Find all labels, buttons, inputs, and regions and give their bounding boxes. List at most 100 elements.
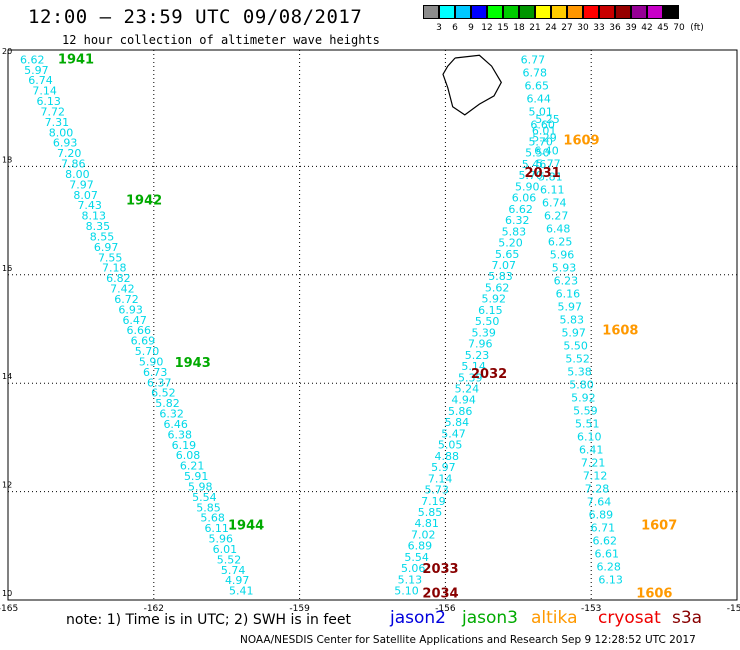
wave-height-value: 6.82 bbox=[106, 272, 131, 285]
pass-time-label: 2032 bbox=[471, 367, 507, 382]
wave-height-value: 5.25 bbox=[535, 113, 560, 126]
color-scale-swatch bbox=[615, 5, 631, 19]
color-scale-label: 6 bbox=[452, 23, 458, 33]
wave-height-value: 7.07 bbox=[492, 259, 517, 272]
wave-height-value: 5.24 bbox=[455, 383, 480, 396]
wave-height-value: 6.66 bbox=[127, 324, 152, 337]
color-scale-label: 36 bbox=[609, 23, 621, 33]
wave-height-value: 4.97 bbox=[225, 574, 250, 587]
wave-height-value: 6.78 bbox=[523, 66, 548, 79]
pass-time-label: 1607 bbox=[641, 519, 677, 534]
color-scale-swatch bbox=[503, 5, 519, 19]
wave-height-value: 5.50 bbox=[525, 147, 550, 160]
satellite-legend-cryosat: cryosat bbox=[598, 608, 661, 628]
color-scale-label: (ft) bbox=[690, 23, 704, 33]
wave-height-value: 5.93 bbox=[552, 262, 577, 275]
wave-height-value: 5.52 bbox=[565, 353, 590, 366]
wave-height-value: 6.93 bbox=[53, 137, 78, 150]
color-scale-label: 42 bbox=[641, 23, 653, 33]
wave-height-value: 5.82 bbox=[155, 397, 180, 410]
wave-height-value: 8.00 bbox=[49, 126, 74, 139]
map-frame bbox=[7, 49, 738, 601]
color-scale-swatch bbox=[455, 5, 471, 19]
satellite-legend-altika: altika bbox=[531, 608, 578, 628]
wave-height-value: 8.00 bbox=[65, 168, 90, 181]
pass-time-label: 1943 bbox=[175, 356, 211, 371]
wave-height-value: 5.06 bbox=[401, 562, 426, 575]
wave-height-value: 5.81 bbox=[538, 171, 563, 184]
wave-height-value: 6.69 bbox=[131, 335, 156, 348]
color-scale-swatch bbox=[471, 5, 487, 19]
wave-height-value: 4.81 bbox=[414, 517, 439, 530]
wave-height-value: 6.01 bbox=[213, 543, 238, 556]
wave-height-value: 5.74 bbox=[221, 564, 246, 577]
wave-height-value: 6.25 bbox=[548, 236, 573, 249]
wave-height-value: 5.14 bbox=[461, 360, 486, 373]
color-scale-label: 3 bbox=[436, 23, 442, 33]
wave-height-value: 6.60 bbox=[530, 119, 555, 132]
wave-height-value: 5.50 bbox=[563, 340, 588, 353]
wave-height-value: 7.12 bbox=[583, 470, 608, 483]
wave-height-value: 6.37 bbox=[147, 376, 172, 389]
color-scale-label: 39 bbox=[625, 23, 637, 33]
color-scale-label: 27 bbox=[561, 23, 573, 33]
wave-height-value: 7.18 bbox=[102, 262, 127, 275]
color-scale-swatch bbox=[519, 5, 535, 19]
wave-height-value: 8.13 bbox=[82, 210, 107, 223]
y-tick-label: 16 bbox=[2, 264, 12, 273]
wave-height-value: 7.55 bbox=[98, 251, 123, 264]
wave-height-value: 5.39 bbox=[458, 371, 483, 384]
wave-height-value: 7.28 bbox=[585, 483, 610, 496]
wave-height-value: 5.10 bbox=[394, 585, 419, 598]
color-scale-swatch bbox=[439, 5, 455, 19]
wave-height-value: 6.97 bbox=[94, 241, 119, 254]
wave-height-value: 6.61 bbox=[595, 548, 620, 561]
color-scale-swatch bbox=[583, 5, 599, 19]
color-scale-label: 15 bbox=[497, 23, 509, 33]
wave-height-value: 5.05 bbox=[438, 439, 463, 452]
pass-time-label: 2033 bbox=[422, 562, 458, 577]
wave-height-value: 5.50 bbox=[475, 315, 500, 328]
wave-height-value: 5.54 bbox=[404, 551, 429, 564]
wave-height-value: 6.62 bbox=[593, 535, 618, 548]
color-scale-label: 9 bbox=[468, 23, 474, 33]
wave-height-value: 5.77 bbox=[536, 158, 561, 171]
x-tick-label: -165 bbox=[0, 604, 18, 614]
pass-time-label: 1944 bbox=[228, 519, 264, 534]
wave-height-value: 6.01 bbox=[532, 124, 557, 137]
wave-height-value: 6.38 bbox=[168, 428, 193, 441]
wave-height-value: 5.38 bbox=[567, 366, 592, 379]
wave-height-value: 6.74 bbox=[542, 197, 567, 210]
wave-height-value: 5.62 bbox=[485, 281, 510, 294]
color-scale-swatch bbox=[423, 5, 439, 19]
wave-height-value: 6.71 bbox=[591, 522, 616, 535]
wave-height-value: 5.83 bbox=[560, 314, 585, 327]
pass-time-label: 1609 bbox=[563, 134, 599, 149]
wave-height-value: 5.83 bbox=[488, 270, 513, 283]
color-scale-label: 24 bbox=[545, 23, 557, 33]
wave-height-value: 7.97 bbox=[69, 178, 94, 191]
wave-height-value: 6.21 bbox=[180, 460, 205, 473]
wave-height-value: 5.41 bbox=[229, 585, 254, 598]
y-tick-label: 10 bbox=[2, 589, 12, 598]
wave-height-value: 7.96 bbox=[468, 338, 493, 351]
wave-height-value: 8.07 bbox=[73, 189, 98, 202]
wave-height-value: 6.11 bbox=[204, 522, 229, 535]
wave-height-value: 5.90 bbox=[515, 180, 540, 193]
wave-height-value: 5.01 bbox=[528, 106, 553, 119]
wave-height-value: 5.97 bbox=[24, 64, 49, 77]
wave-height-value: 6.77 bbox=[521, 53, 546, 66]
wave-height-value: 6.46 bbox=[163, 418, 188, 431]
wave-height-value: 6.47 bbox=[122, 314, 147, 327]
satellite-legend-jason2: jason2 bbox=[390, 608, 446, 628]
color-scale-swatch bbox=[551, 5, 567, 19]
wave-height-value: 6.23 bbox=[554, 275, 579, 288]
x-tick-label: -162 bbox=[144, 604, 164, 614]
wave-height-value: 5.68 bbox=[200, 512, 225, 525]
wave-height-value: 5.84 bbox=[445, 416, 470, 429]
wave-height-value: 6.10 bbox=[577, 431, 602, 444]
wave-height-value: 6.89 bbox=[589, 509, 614, 522]
wave-height-value: 7.14 bbox=[32, 85, 57, 98]
wave-height-value: 6.93 bbox=[118, 303, 143, 316]
wave-height-value: 5.51 bbox=[575, 418, 600, 431]
